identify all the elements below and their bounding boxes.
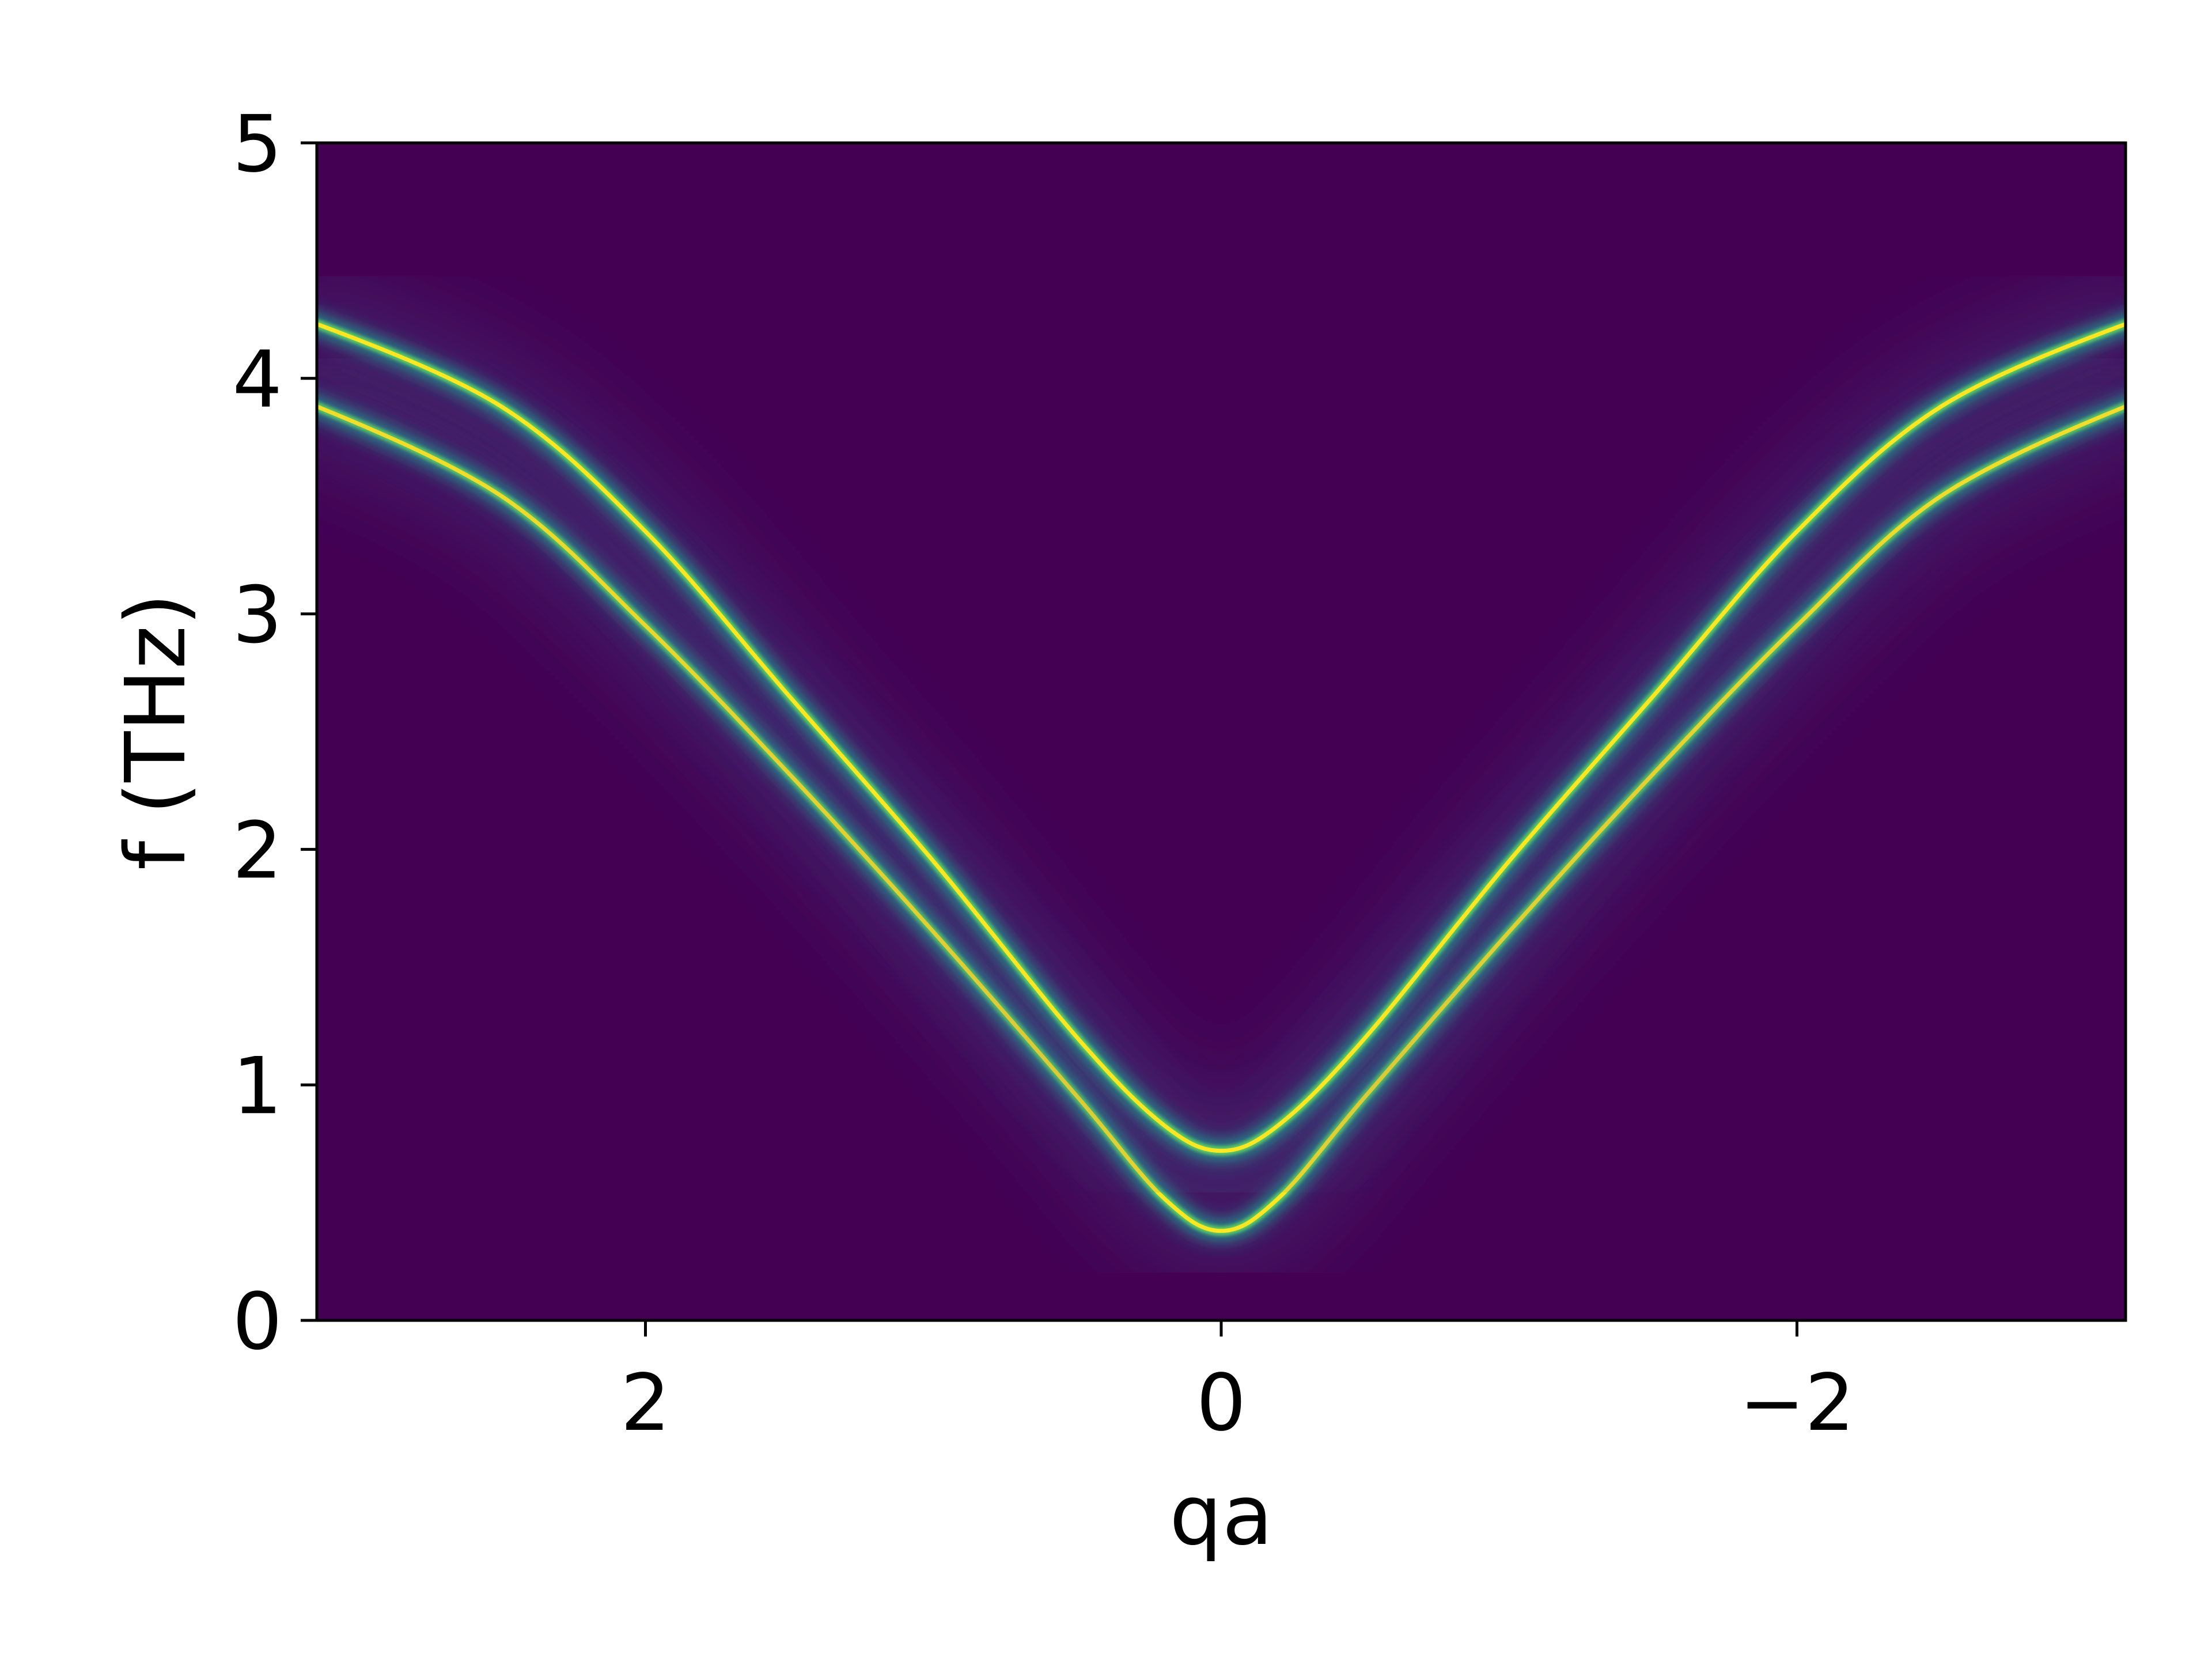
x-axis-label: qa [1169, 1467, 1273, 1563]
x-tick-label: −2 [1739, 1358, 1854, 1449]
x-tick-label: 0 [1196, 1358, 1247, 1449]
band-1-line [317, 404, 2126, 1233]
x-tick-label: 2 [620, 1358, 671, 1449]
heatmap-bands [317, 278, 2126, 1274]
y-tick-label: 0 [232, 1277, 282, 1368]
band-2 [317, 278, 2126, 1194]
plot-area [317, 143, 2126, 1320]
band-1 [317, 361, 2126, 1274]
y-tick-label: 2 [232, 805, 282, 896]
y-tick-label: 5 [232, 99, 282, 190]
band-2-line [317, 321, 2126, 1153]
y-tick-label: 4 [232, 335, 282, 426]
x-axis-ticks: 2 0 −2 [620, 1320, 1855, 1449]
y-tick-label: 1 [232, 1041, 282, 1132]
y-axis-ticks: 0 1 2 3 4 5 [232, 99, 317, 1368]
y-tick-label: 3 [232, 570, 282, 661]
y-axis-label: f (THz) [107, 593, 204, 870]
